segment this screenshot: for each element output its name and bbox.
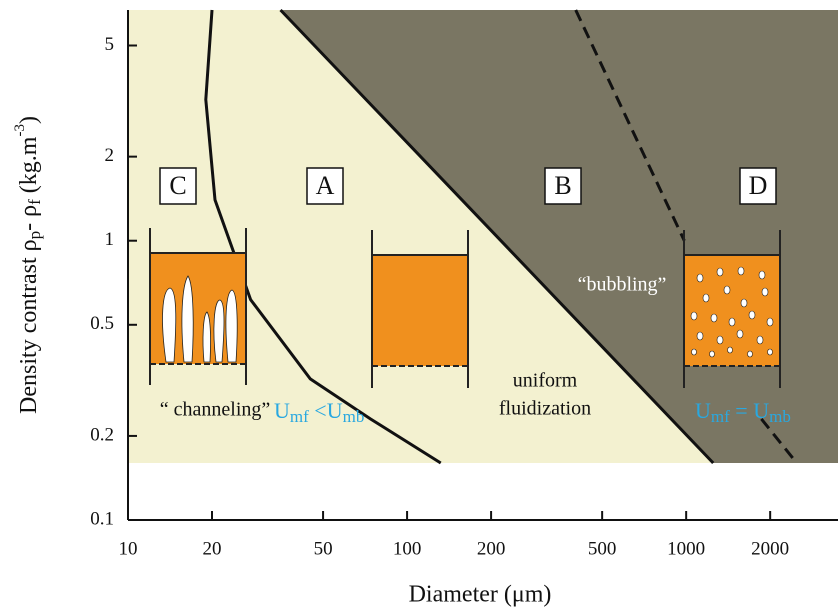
- y-tick-label: 2: [105, 145, 115, 166]
- x-tick-label: 20: [203, 538, 222, 559]
- x-tick-label: 2000: [751, 538, 789, 559]
- condition-part: =: [730, 398, 753, 423]
- condition-part: mb: [343, 407, 365, 426]
- annotation: uniform: [513, 370, 578, 392]
- y-label-part: f: [25, 199, 44, 205]
- y-label-part: (kg.m: [16, 136, 42, 199]
- x-tick-label: 100: [393, 538, 422, 559]
- icons: [149, 228, 781, 388]
- regions: [128, 8, 838, 465]
- group-box: [159, 167, 197, 205]
- bed-a: [372, 255, 468, 366]
- boundary: [204, 9, 442, 465]
- condition-part: U: [695, 398, 711, 423]
- condition-part: <: [309, 398, 327, 423]
- condition-part: U: [327, 398, 343, 423]
- x-tick-label: 10: [119, 538, 138, 559]
- y-label-part: p: [25, 231, 44, 240]
- condition-part: mb: [769, 407, 791, 426]
- y-label-part: Density contrast ρ: [16, 239, 42, 414]
- condition-part: U: [274, 398, 290, 423]
- x-axis-title: Diameter (μm): [409, 582, 552, 608]
- boundary: [279, 8, 715, 465]
- condition-part: mf: [711, 407, 730, 426]
- group-box: [544, 167, 582, 205]
- group-box: [306, 167, 344, 205]
- y-axis-title: Density contrast ρp- ρf (kg.m-3): [12, 116, 43, 414]
- group-label: A: [316, 171, 335, 200]
- y-tick-label: 0.5: [90, 313, 114, 334]
- y-label-part: ): [16, 116, 42, 124]
- condition-part: U: [753, 398, 769, 423]
- annotation: fluidization: [499, 398, 591, 420]
- group-label: B: [554, 171, 571, 200]
- x-tick-label: 500: [588, 538, 617, 559]
- condition: Umf <Umb: [274, 398, 364, 426]
- y-tick-label: 0.1: [90, 508, 114, 529]
- x-tick-label: 200: [477, 538, 506, 559]
- group-box: [739, 167, 777, 205]
- group-label: D: [749, 171, 768, 200]
- channels: [162, 275, 238, 363]
- annotation: “ channeling”: [160, 399, 271, 421]
- y-label-part: -3: [12, 124, 28, 137]
- group-label: C: [169, 171, 186, 200]
- boundary: [574, 9, 798, 464]
- annotation: “bubbling”: [578, 274, 667, 296]
- y-label-part: - ρ: [16, 205, 42, 231]
- x-tick-label: 1000: [667, 538, 705, 559]
- condition: Umf = Umb: [695, 398, 791, 426]
- y-tick-label: 5: [105, 34, 115, 55]
- condition-part: mf: [290, 407, 309, 426]
- y-tick-label: 0.2: [90, 424, 114, 445]
- x-tick-label: 50: [314, 538, 333, 559]
- labels: “ channeling” uniform fluidization “bubb…: [12, 116, 790, 607]
- y-tick-label: 1: [105, 229, 115, 250]
- bubbles: [690, 266, 774, 358]
